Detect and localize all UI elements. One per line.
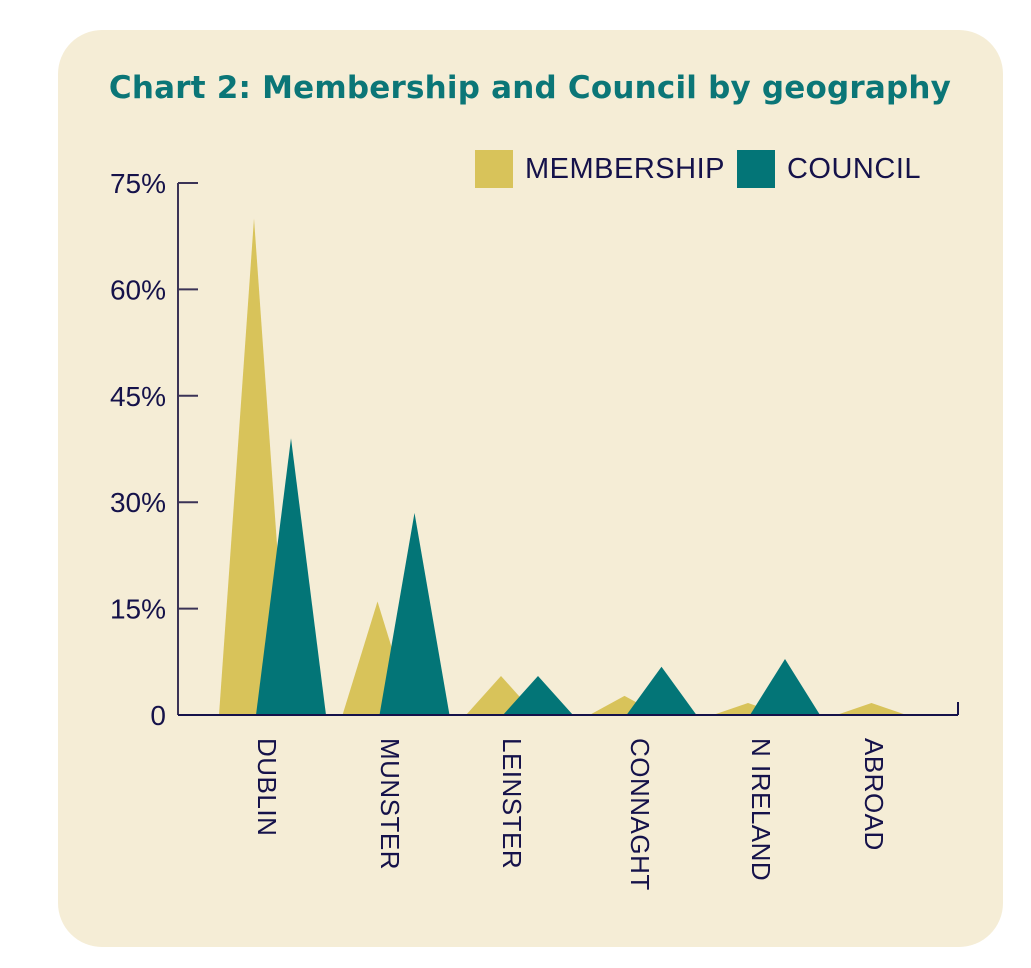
axes	[177, 183, 959, 716]
y-tick-label: 45%	[110, 381, 166, 412]
peak-council-n-ireland	[750, 658, 820, 715]
x-label-connaght: CONNAGHT	[625, 738, 655, 891]
y-axis-ticks: 0 15% 30% 45% 60% 75%	[110, 168, 198, 731]
legend-swatch-membership	[475, 150, 513, 188]
series-layer	[219, 218, 907, 715]
peak-council-leinster	[503, 675, 573, 715]
x-label-abroad: ABROAD	[859, 738, 889, 851]
chart-title: Chart 2: Membership and Council by geogr…	[108, 70, 952, 106]
peak-council-dublin	[256, 438, 326, 715]
x-label-leinster: LEINSTER	[497, 738, 527, 869]
y-tick-label: 30%	[110, 487, 166, 518]
chart-card	[58, 30, 1003, 947]
x-label-munster: MUNSTER	[375, 738, 405, 870]
chart-legend: MEMBERSHIP COUNCIL	[475, 150, 933, 188]
x-label-n-ireland: N IRELAND	[746, 738, 776, 881]
peak-membership-dublin	[219, 218, 289, 715]
legend-label-council: COUNCIL	[786, 152, 921, 185]
y-tick-label: 60%	[110, 274, 166, 305]
x-axis-labels: DUBLIN MUNSTER LEINSTER CONNAGHT N IRELAND AB…	[252, 738, 889, 891]
legend-swatch-council	[736, 150, 775, 188]
peak-council-connaght	[626, 666, 697, 715]
y-tick-label: 15%	[110, 594, 166, 625]
legend-label-membership: MEMBERSHIP	[525, 152, 725, 185]
peak-membership-abroad	[836, 702, 907, 715]
x-label-dublin: DUBLIN	[252, 738, 282, 836]
peak-council-munster	[379, 512, 450, 715]
y-tick-label: 75%	[110, 168, 166, 199]
y-tick-label: 0	[150, 700, 166, 731]
